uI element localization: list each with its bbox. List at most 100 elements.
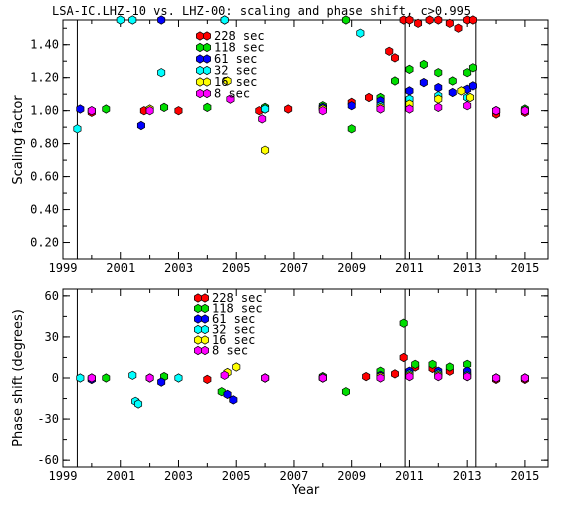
data-point xyxy=(391,76,399,86)
data-point xyxy=(425,15,434,25)
data-point xyxy=(362,371,371,382)
series-61-sec xyxy=(87,366,529,405)
data-point xyxy=(445,18,454,28)
data-point xyxy=(434,371,443,382)
data-point xyxy=(232,362,241,372)
data-point xyxy=(261,104,270,114)
data-point xyxy=(318,106,327,116)
legend-label: 118 sec xyxy=(212,302,263,316)
legend-swatch xyxy=(196,54,204,64)
legend-swatch xyxy=(203,54,211,64)
data-point xyxy=(136,120,145,131)
legend-swatch xyxy=(196,77,204,87)
y-tick-label: 1.00 xyxy=(30,104,59,118)
data-point xyxy=(356,28,365,38)
data-point xyxy=(223,389,232,400)
data-point xyxy=(347,101,356,111)
series-16-sec xyxy=(87,76,529,155)
y-tick-label: 1.40 xyxy=(30,38,59,52)
data-point xyxy=(73,124,82,134)
legend-swatch xyxy=(194,335,202,345)
data-point xyxy=(261,373,270,383)
data-point xyxy=(102,373,111,383)
legend-swatch xyxy=(201,303,209,314)
series-118-sec xyxy=(102,15,529,134)
y-tick-label: 0.20 xyxy=(30,236,59,250)
y-tick-label: 1.20 xyxy=(30,71,59,85)
data-point xyxy=(434,68,443,78)
legend-label: 32 sec xyxy=(214,64,257,78)
legend-swatch xyxy=(203,88,211,99)
data-point xyxy=(174,373,183,383)
x-tick-label: 1999 xyxy=(49,261,78,275)
data-point xyxy=(76,373,85,383)
data-point xyxy=(391,369,399,379)
y-tick-label: 0.40 xyxy=(30,203,59,217)
y-tick-label: 0.60 xyxy=(30,170,59,184)
data-point xyxy=(434,94,443,104)
legend-swatch xyxy=(201,324,209,335)
data-point xyxy=(284,104,293,114)
x-tick-label: 2015 xyxy=(510,261,539,275)
x-tick-label: 2001 xyxy=(106,261,135,275)
data-point xyxy=(454,23,463,33)
legend-swatch xyxy=(203,42,211,53)
data-point xyxy=(157,68,166,78)
y-axis-label: Scaling factor xyxy=(11,95,26,185)
legend-label: 61 sec xyxy=(212,312,255,326)
legend-swatch xyxy=(201,314,209,324)
data-point xyxy=(468,63,477,73)
legend-swatch xyxy=(196,88,204,99)
legend-swatch xyxy=(194,293,202,303)
data-point xyxy=(468,15,477,25)
legend-swatch xyxy=(196,31,204,41)
data-point xyxy=(226,94,235,104)
y-tick-label: 0.80 xyxy=(30,137,59,151)
data-point xyxy=(160,102,169,113)
legend-swatch xyxy=(194,324,202,335)
legend-swatch xyxy=(203,77,211,87)
data-point xyxy=(468,81,477,91)
data-point xyxy=(411,359,420,369)
x-tick-label: 1999 xyxy=(49,469,78,483)
x-tick-label: 2009 xyxy=(337,261,366,275)
series-32-sec xyxy=(73,15,529,134)
y-tick-label: 30 xyxy=(45,330,59,344)
x-tick-label: 2003 xyxy=(164,469,193,483)
data-point xyxy=(318,373,327,383)
legend-swatch xyxy=(194,303,202,314)
x-tick-label: 2009 xyxy=(337,469,366,483)
data-point xyxy=(492,106,501,116)
series-8-sec xyxy=(87,370,529,383)
x-tick-label: 2013 xyxy=(453,261,482,275)
data-point xyxy=(102,104,111,114)
x-tick-label: 2003 xyxy=(164,261,193,275)
data-point xyxy=(223,76,232,86)
legend-swatch xyxy=(203,31,211,41)
x-tick-label: 2001 xyxy=(106,469,135,483)
data-point xyxy=(492,373,501,383)
legend-label: 228 sec xyxy=(212,291,263,305)
data-point xyxy=(365,92,373,103)
x-tick-label: 2005 xyxy=(222,261,251,275)
data-point xyxy=(434,102,443,113)
legend-label: 8 sec xyxy=(212,344,248,358)
plot-frame xyxy=(62,288,549,468)
data-point xyxy=(220,370,229,380)
series-228-sec xyxy=(87,352,529,385)
data-point xyxy=(220,15,229,25)
data-point xyxy=(341,15,350,25)
series-228-sec xyxy=(87,15,529,119)
legend-swatch xyxy=(194,314,202,324)
data-point xyxy=(466,92,475,103)
x-tick-label: 2011 xyxy=(395,261,424,275)
data-point xyxy=(419,59,428,70)
data-point xyxy=(405,371,414,382)
plot-frame xyxy=(62,19,549,260)
data-point xyxy=(391,53,399,63)
legend-swatch xyxy=(201,335,209,345)
series-8-sec xyxy=(87,94,529,124)
y-tick-label: 0 xyxy=(52,371,59,385)
legend-swatch xyxy=(196,65,204,76)
